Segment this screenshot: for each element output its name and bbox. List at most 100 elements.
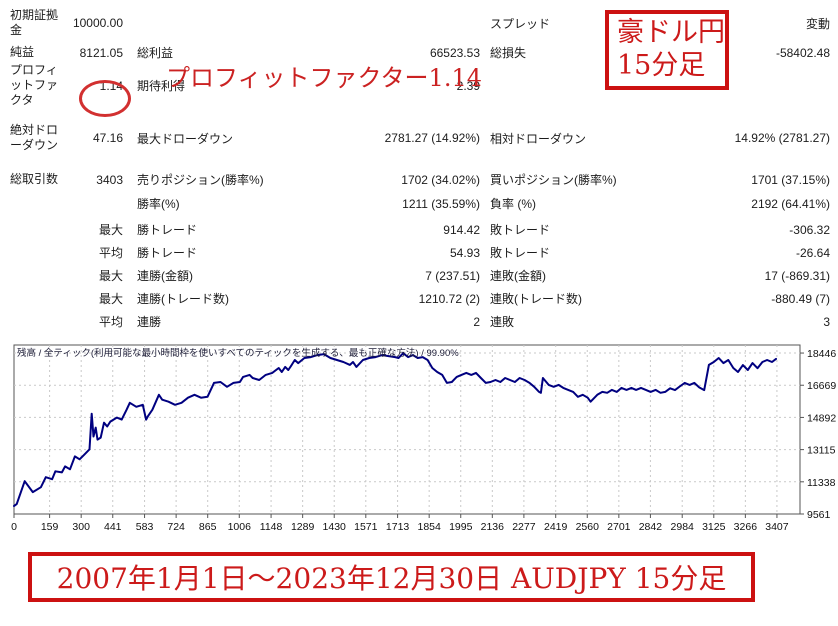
stats-cell-c2-row5: 3403 xyxy=(96,172,123,187)
stats-cell-c5-row2: 総損失 xyxy=(490,46,527,60)
symbol-box-line1: 豪ドル円 xyxy=(617,17,725,48)
symbol-box-line2: 15分足 xyxy=(617,50,706,81)
stats-row: 純益 8121.05 総利益 66523.53 総損失 -58402.48 xyxy=(10,44,830,60)
stats-cell-c4-row2: 66523.53 xyxy=(429,45,480,60)
stats-row: 平均 勝トレード 54.93 敗トレード -26.64 xyxy=(10,244,830,261)
stats-row: 最大 勝トレード 914.42 敗トレード -306.32 xyxy=(10,221,830,238)
svg-text:2277: 2277 xyxy=(512,521,536,533)
stats-cell-c1-row5: 総取引数 xyxy=(10,172,59,186)
stats-cell-c4-row3: 2.39 xyxy=(456,78,480,93)
stats-cell-c3-row11: 連勝 xyxy=(137,315,162,329)
stats-cell-c6-row8: -26.64 xyxy=(795,245,830,260)
stats-cell-c6-row11: 3 xyxy=(823,314,830,329)
stats-cell-c3-row5: 売りポジション(勝率%) xyxy=(137,173,264,187)
svg-text:1713: 1713 xyxy=(386,521,410,533)
stats-cell-c1-row1: 初期証拠金 xyxy=(10,8,59,37)
svg-text:441: 441 xyxy=(104,521,122,533)
balance-line xyxy=(13,352,777,507)
stats-cell-c4-row4: 2781.27 (14.92%) xyxy=(384,131,480,145)
stats-cell-c6-row7: -306.32 xyxy=(789,222,830,237)
stats-row: 平均 連勝 2 連敗 3 xyxy=(10,313,830,330)
svg-text:1854: 1854 xyxy=(417,521,441,533)
stats-cell-c4-row5: 1702 (34.02%) xyxy=(401,172,480,187)
stats-cell-c3-row7: 勝トレード xyxy=(137,223,198,237)
stats-cell-c6-row1: 変動 xyxy=(805,16,830,31)
stats-cell-c2-row1: 10000.00 xyxy=(72,16,123,30)
stats-cell-c4-row10: 1210.72 (2) xyxy=(418,291,480,306)
svg-text:16669: 16669 xyxy=(807,380,836,392)
svg-text:1571: 1571 xyxy=(354,521,378,533)
stats-cell-c6-row10: -880.49 (7) xyxy=(771,291,830,306)
svg-text:9561: 9561 xyxy=(807,509,831,521)
stats-row: 勝率(%) 1211 (35.59%) 負率 (%) 2192 (64.41%) xyxy=(10,195,830,212)
stats-cell-c4-row9: 7 (237.51) xyxy=(425,268,480,283)
stats-cell-c5-row9: 連敗(金額) xyxy=(490,269,546,283)
balance-chart-svg: 0 159 300 441 583 724 865 1006 1148 1289 1430 1571 1… xyxy=(11,344,836,533)
stats-cell-c6-row2: -58402.48 xyxy=(775,45,830,60)
svg-text:2560: 2560 xyxy=(576,521,600,533)
stats-cell-c5-row5: 買いポジション(勝率%) xyxy=(490,173,617,187)
period-annotation-box: 2007年1月1日～2023年12月30日 AUDJPY 15分足 xyxy=(28,552,755,602)
stats-cell-c3-row10: 連勝(トレード数) xyxy=(137,292,229,306)
stats-cell-c2-row8: 平均 xyxy=(98,246,123,260)
stats-row: 初期証拠金 10000.00 スプレッド 変動 xyxy=(10,8,830,38)
stats-cell-c1-row4: 絶対ドローダウン xyxy=(10,123,59,152)
stats-cell-c3-row3: 期待利得 xyxy=(137,79,186,93)
svg-text:2701: 2701 xyxy=(607,521,631,533)
stats-cell-c2-row7: 最大 xyxy=(98,223,123,237)
svg-text:1006: 1006 xyxy=(228,521,252,533)
stats-cell-c2-row10: 最大 xyxy=(98,292,123,306)
stats-cell-c6-row6: 2192 (64.41%) xyxy=(751,196,830,211)
svg-text:159: 159 xyxy=(41,521,59,533)
stats-cell-c3-row2: 総利益 xyxy=(137,46,174,60)
stats-cell-c4-row11: 2 xyxy=(473,314,480,329)
svg-text:1148: 1148 xyxy=(260,521,283,533)
svg-text:13115: 13115 xyxy=(807,445,836,457)
svg-text:1430: 1430 xyxy=(323,521,347,533)
symbol-annotation-box: 豪ドル円 15分足 xyxy=(605,10,729,90)
svg-text:583: 583 xyxy=(136,521,154,533)
svg-text:3125: 3125 xyxy=(702,521,726,533)
stats-cell-c6-row5: 1701 (37.15%) xyxy=(751,172,830,187)
stats-cell-c6-row9: 17 (-869.31) xyxy=(764,268,830,283)
stats-row: 絶対ドローダウン 47.16 最大ドローダウン 2781.27 (14.92%) 相対ド… xyxy=(10,123,830,153)
stats-cell-c5-row6: 負率 (%) xyxy=(490,197,536,211)
svg-text:3407: 3407 xyxy=(765,521,789,533)
svg-text:2419: 2419 xyxy=(544,521,568,533)
stats-cell-c1-row3: プロフィットファクタ xyxy=(10,63,59,107)
stats-row: 最大 連勝(トレード数) 1210.72 (2) 連敗(トレード数) -880.49 (… xyxy=(10,290,830,307)
chart-title: 残高 / 全ティック(利用可能な最小時間枠を使いすべてのティックを生成する、最も… xyxy=(17,347,459,359)
stats-cell-c4-row8: 54.93 xyxy=(449,245,480,260)
stats-cell-c4-row7: 914.42 xyxy=(443,222,480,237)
svg-text:11338: 11338 xyxy=(807,477,836,489)
svg-text:14892: 14892 xyxy=(807,412,836,424)
stats-cell-c5-row1: スプレッド xyxy=(490,16,551,31)
stats-cell-c3-row4: 最大ドローダウン xyxy=(137,131,234,146)
svg-text:2136: 2136 xyxy=(481,521,505,533)
stats-cell-c5-row10: 連敗(トレード数) xyxy=(490,292,582,306)
stats-row: 最大 連勝(金額) 7 (237.51) 連敗(金額) 17 (-869.31) xyxy=(10,267,830,284)
stats-cell-c1-row2: 純益 xyxy=(10,45,35,59)
svg-text:724: 724 xyxy=(167,521,185,533)
stats-cell-c2-row2: 8121.05 xyxy=(79,45,123,60)
stats-cell-c5-row8: 敗トレード xyxy=(490,246,551,260)
stats-cell-c2-row11: 平均 xyxy=(98,315,123,329)
stats-cell-c3-row6: 勝率(%) xyxy=(137,197,180,211)
svg-text:2842: 2842 xyxy=(639,521,663,533)
svg-text:2984: 2984 xyxy=(671,521,695,533)
balance-chart: 0 159 300 441 583 724 865 1006 1148 1289 1430 1571 1… xyxy=(0,338,838,543)
stats-cell-c5-row7: 敗トレード xyxy=(490,223,551,237)
svg-text:3266: 3266 xyxy=(734,521,758,533)
svg-text:300: 300 xyxy=(72,521,90,533)
svg-text:1995: 1995 xyxy=(449,521,473,533)
stats-cell-c4-row6: 1211 (35.59%) xyxy=(402,196,480,211)
stats-cell-c3-row9: 連勝(金額) xyxy=(137,269,193,283)
stats-cell-c5-row11: 連敗 xyxy=(490,315,515,329)
stats-cell-c3-row8: 勝トレード xyxy=(137,246,198,260)
svg-text:0: 0 xyxy=(11,521,17,533)
profit-factor-circle-annotation xyxy=(79,80,131,117)
stats-row: 総取引数 3403 売りポジション(勝率%) 1702 (34.02%) 買いポジション… xyxy=(10,171,830,187)
stats-cell-c5-row4: 相対ドローダウン xyxy=(490,131,587,146)
svg-text:1289: 1289 xyxy=(291,521,315,533)
